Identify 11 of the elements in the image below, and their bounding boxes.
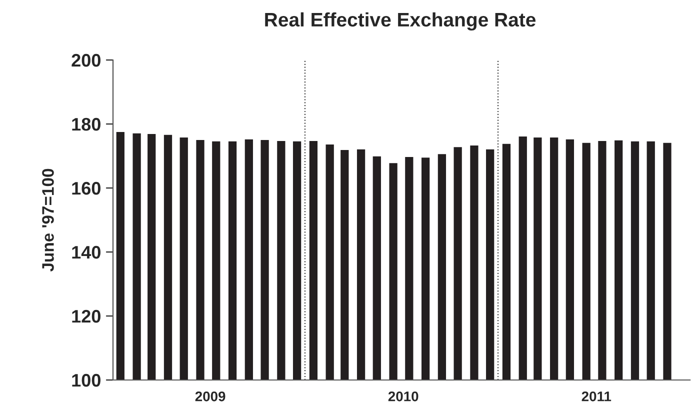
y-tick-label: 140 xyxy=(72,246,100,259)
y-tick-label: 180 xyxy=(72,118,100,131)
chart-title: Real Effective Exchange Rate xyxy=(265,12,536,31)
x-tick-label: 2009 xyxy=(195,391,226,402)
y-axis-title: June '97=100 xyxy=(42,168,54,272)
x-tick-label: 2010 xyxy=(388,391,418,402)
y-tick-label: 160 xyxy=(72,182,100,195)
x-tick-label: 2011 xyxy=(582,391,612,402)
y-tick-label: 120 xyxy=(72,310,100,323)
y-tick-label: 200 xyxy=(72,54,100,67)
y-tick-label: 100 xyxy=(72,374,100,387)
